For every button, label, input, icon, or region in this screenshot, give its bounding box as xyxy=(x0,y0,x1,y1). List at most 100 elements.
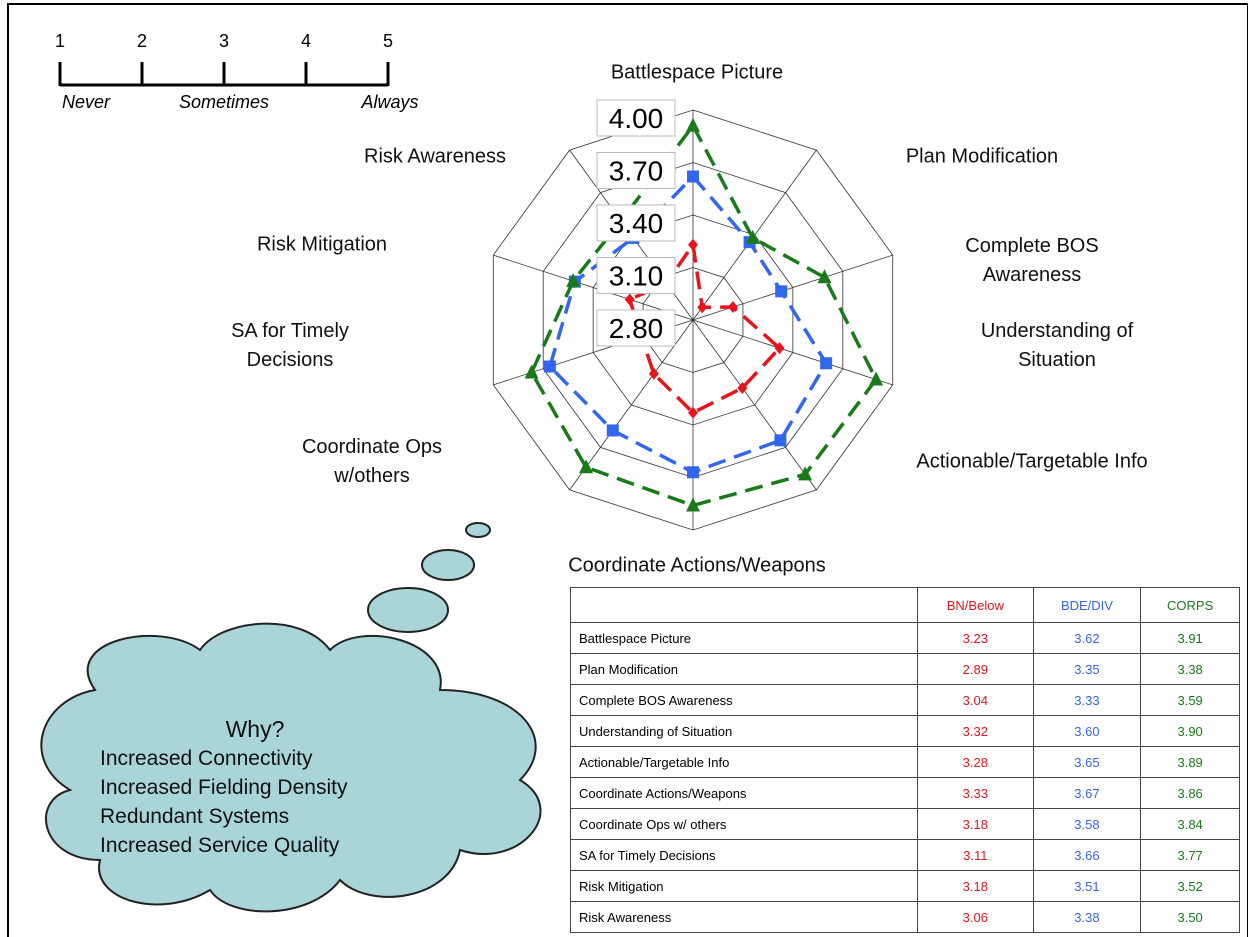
table-cell: 3.65 xyxy=(1032,746,1142,778)
marker xyxy=(774,342,785,355)
table-cell: 3.52 xyxy=(1140,870,1240,902)
tick-label-box xyxy=(596,99,676,137)
marker xyxy=(727,301,738,314)
marker xyxy=(775,285,788,298)
table-cell: 3.50 xyxy=(1140,901,1240,933)
row-label: Battlespace Picture xyxy=(570,622,918,654)
marker xyxy=(566,273,581,288)
marker xyxy=(737,381,748,394)
marker xyxy=(648,367,659,380)
table-cell: 3.32 xyxy=(917,715,1034,747)
marker xyxy=(688,238,698,251)
scale-tick-label: 5 xyxy=(383,31,393,51)
series-line xyxy=(547,173,829,475)
axis-label: Understanding of Situation xyxy=(980,320,1134,371)
tick-label-box xyxy=(596,204,676,242)
row-label: Risk Mitigation xyxy=(570,870,918,902)
row-label: Complete BOS Awareness xyxy=(570,684,918,716)
table-cell: 3.28 xyxy=(917,746,1034,778)
row-label: Understanding of Situation xyxy=(570,715,918,747)
table-cell: 3.18 xyxy=(917,870,1034,902)
table-cell: 3.11 xyxy=(917,839,1034,871)
table-row: Coordinate Actions/Weapons 3.33 3.67 3.86 xyxy=(570,777,1240,809)
scale-tick-label: 1 xyxy=(55,31,65,51)
table-cell: 3.58 xyxy=(1032,808,1142,840)
spoke xyxy=(692,254,893,321)
r-tick-label: 3.10 xyxy=(609,261,664,292)
r-tick-label: 2.80 xyxy=(609,313,664,344)
cloud-line: Redundant Systems xyxy=(100,805,290,828)
table-cell: 3.62 xyxy=(1032,622,1142,654)
cloud-title: Why? xyxy=(225,716,285,742)
table-row: Understanding of Situation 3.32 3.60 3.90 xyxy=(570,715,1240,747)
table-header-cell: BDE/DIV xyxy=(1032,587,1142,623)
series-line xyxy=(627,240,783,415)
scale-tick-label: 3 xyxy=(219,31,229,51)
page-border xyxy=(7,3,1248,937)
spoke xyxy=(569,319,694,491)
spoke xyxy=(692,319,893,386)
table-cell: 3.38 xyxy=(1140,653,1240,685)
spoke xyxy=(493,254,694,321)
marker xyxy=(524,364,539,379)
table-cell: 3.91 xyxy=(1140,622,1240,654)
table-row: Risk Mitigation 3.18 3.51 3.52 xyxy=(570,870,1240,902)
scale-tick-label: 2 xyxy=(137,31,147,51)
marker xyxy=(745,229,760,244)
table-cell: 3.18 xyxy=(917,808,1034,840)
table-header-cell: BN/Below xyxy=(917,587,1034,623)
marker xyxy=(606,424,619,437)
marker xyxy=(686,117,700,132)
data-table: BN/Below BDE/DIV CORPS Battlespace Picture 3… xyxy=(570,587,1240,933)
table-row: Battlespace Picture 3.23 3.62 3.91 xyxy=(570,622,1240,654)
table-cell: 3.66 xyxy=(1032,839,1142,871)
table-cell: 3.67 xyxy=(1032,777,1142,809)
marker xyxy=(817,269,832,284)
series-line xyxy=(529,122,879,508)
row-label: Actionable/Targetable Info xyxy=(570,746,918,778)
marker xyxy=(687,170,699,183)
table-cell: 3.35 xyxy=(1032,653,1142,685)
table-cell: 3.89 xyxy=(1140,746,1240,778)
table-cell: 3.38 xyxy=(1032,901,1142,933)
marker xyxy=(687,466,699,479)
marker xyxy=(774,434,787,447)
table-cell: 3.04 xyxy=(917,684,1034,716)
r-tick-label: 3.40 xyxy=(609,208,664,239)
tick-label-box xyxy=(596,257,676,294)
axis-label: Risk Mitigation xyxy=(256,233,388,256)
marker xyxy=(869,371,884,386)
marker xyxy=(579,459,594,474)
marker xyxy=(697,301,708,314)
axis-label: Actionable/Targetable Info xyxy=(916,450,1148,473)
table-header-cell: CORPS xyxy=(1140,587,1240,623)
table-row: Risk Awareness 3.06 3.38 3.50 xyxy=(570,901,1240,933)
table-cell: 3.23 xyxy=(917,622,1034,654)
table-cell: 2.89 xyxy=(917,653,1034,685)
scale-label: Always xyxy=(360,92,418,112)
table-row: Actionable/Targetable Info 3.28 3.65 3.89 xyxy=(570,746,1240,778)
scale-label: Sometimes xyxy=(179,92,269,112)
axis-label: Plan Modification xyxy=(905,145,1059,168)
table-cell: 3.90 xyxy=(1140,715,1240,747)
table-row: Plan Modification 2.89 3.35 3.38 xyxy=(570,653,1240,685)
row-label: Coordinate Actions/Weapons xyxy=(570,777,918,809)
axis-label: Coordinate Actions/Weapons xyxy=(568,554,826,577)
table-cell: 3.60 xyxy=(1032,715,1142,747)
row-label: Coordinate Ops w/ others xyxy=(570,808,918,840)
marker xyxy=(688,406,698,419)
marker xyxy=(686,497,700,512)
scale-label: Never xyxy=(62,92,111,112)
table-cell: 3.51 xyxy=(1032,870,1142,902)
cloud-line: Increased Fielding Density xyxy=(100,776,348,799)
tick-label-box xyxy=(596,152,676,189)
axis-label: Risk Awareness xyxy=(364,145,506,168)
table-cell: 3.77 xyxy=(1140,839,1240,871)
table-row: SA for Timely Decisions 3.11 3.66 3.77 xyxy=(570,839,1240,871)
table-row: Complete BOS Awareness 3.04 3.33 3.59 xyxy=(570,684,1240,716)
table-cell: 3.84 xyxy=(1140,808,1240,840)
axis-label: Complete BOS Awareness xyxy=(965,235,1099,286)
r-tick-label: 4.00 xyxy=(609,103,664,134)
